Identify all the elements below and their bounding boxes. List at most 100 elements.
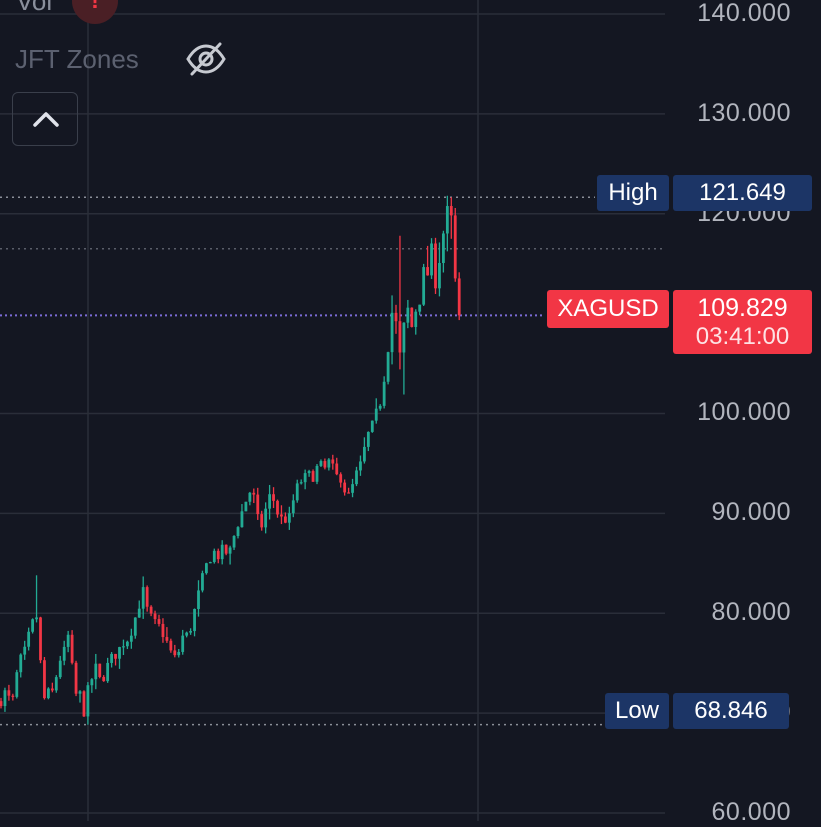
candle-body: [434, 243, 437, 289]
grid-lines: [0, 0, 665, 821]
candle-body: [295, 483, 299, 501]
candle-body: [141, 587, 145, 609]
y-tick-label: 130.000: [697, 98, 791, 127]
candle-body: [35, 617, 38, 620]
volume-indicator-label[interactable]: Vol: [16, 0, 53, 16]
candle-body: [442, 233, 445, 264]
candle-body: [177, 651, 181, 656]
candle-body: [370, 420, 374, 432]
candle-body: [3, 690, 7, 707]
y-tick-label: 80.000: [711, 598, 791, 627]
candle-body: [193, 608, 196, 632]
candle-body: [153, 613, 157, 620]
candle-body: [426, 267, 429, 276]
candle-body: [366, 431, 370, 447]
candle-body: [418, 304, 422, 312]
candle-body: [7, 690, 11, 696]
indicator-label[interactable]: JFT Zones: [15, 44, 139, 74]
candle-body: [382, 381, 386, 406]
candle-body: [58, 660, 62, 678]
candle-body: [430, 243, 433, 276]
candle-body: [453, 215, 457, 279]
candle-body: [78, 691, 82, 694]
candle-body: [82, 691, 86, 717]
candle-body: [445, 206, 449, 234]
candle-body: [327, 459, 331, 468]
candle-body: [335, 463, 339, 475]
candle-body: [438, 263, 441, 289]
last-price: 109.829: [697, 294, 788, 322]
low-value-tag: 68.846: [673, 693, 789, 729]
candle-body: [157, 619, 161, 624]
eye-off-icon[interactable]: [183, 40, 229, 78]
candle-body: [351, 484, 354, 493]
candle-body: [50, 688, 54, 691]
candle-body: [268, 494, 271, 509]
candle-body: [173, 650, 177, 656]
candle-body: [23, 646, 27, 655]
candle-body: [165, 637, 169, 641]
candle-body: [169, 640, 173, 651]
candle-body: [0, 701, 3, 707]
candle-body: [378, 405, 382, 409]
candle-body: [331, 459, 335, 464]
candle-body: [212, 550, 216, 563]
candle-body: [205, 563, 208, 574]
candle-body: [185, 632, 189, 636]
candle-body: [181, 635, 185, 652]
candle-body: [70, 634, 74, 663]
candle-body: [149, 606, 153, 614]
candle-body: [197, 590, 200, 609]
candle-body: [323, 461, 327, 468]
chevron-up-icon: [33, 112, 59, 127]
candle-body: [252, 492, 256, 495]
candle-body: [244, 501, 248, 512]
candle-body: [232, 536, 236, 548]
y-tick-label: 100.000: [697, 398, 791, 427]
candle-body: [315, 465, 319, 482]
candle-body: [276, 500, 279, 515]
candle-body: [307, 471, 311, 474]
candle-body: [311, 471, 315, 482]
candle-body: [386, 352, 390, 382]
candle-body: [264, 508, 268, 528]
candle-body: [94, 663, 98, 680]
candle-body: [189, 631, 192, 633]
candle-body: [256, 494, 260, 515]
candle-body: [291, 500, 295, 514]
candle-body: [228, 547, 232, 554]
candle-body: [284, 516, 287, 523]
y-tick-label: 90.000: [711, 498, 791, 527]
candle-body: [129, 635, 133, 642]
candle-body: [363, 446, 366, 462]
candle-body: [102, 676, 106, 682]
candle-body: [272, 494, 275, 501]
candle-body: [133, 617, 137, 636]
candle-body: [280, 514, 283, 517]
candle-body: [122, 646, 125, 648]
candle-body: [90, 679, 94, 686]
candle-body: [74, 662, 78, 694]
candle-body: [347, 492, 350, 494]
candle-body: [66, 634, 70, 647]
candle-body: [339, 474, 343, 483]
candle-body: [161, 623, 165, 638]
candle-body: [410, 307, 414, 327]
y-tick-label: 140.000: [697, 0, 791, 27]
candle-body: [31, 619, 34, 632]
candle-body: [398, 321, 402, 353]
candle-body: [359, 461, 362, 471]
high-label-tag: High: [597, 175, 669, 211]
candle-body: [390, 312, 394, 353]
candle-body: [240, 511, 244, 528]
candle-body: [11, 695, 15, 697]
candle-body: [287, 513, 291, 523]
candle-body: [220, 544, 224, 560]
collapse-indicators-button[interactable]: [12, 92, 78, 146]
candle-body: [137, 608, 141, 618]
candle-body: [98, 663, 102, 677]
candlestick-series: [0, 195, 461, 725]
y-tick-label: 60.000: [711, 798, 791, 826]
candle-body: [39, 617, 42, 661]
